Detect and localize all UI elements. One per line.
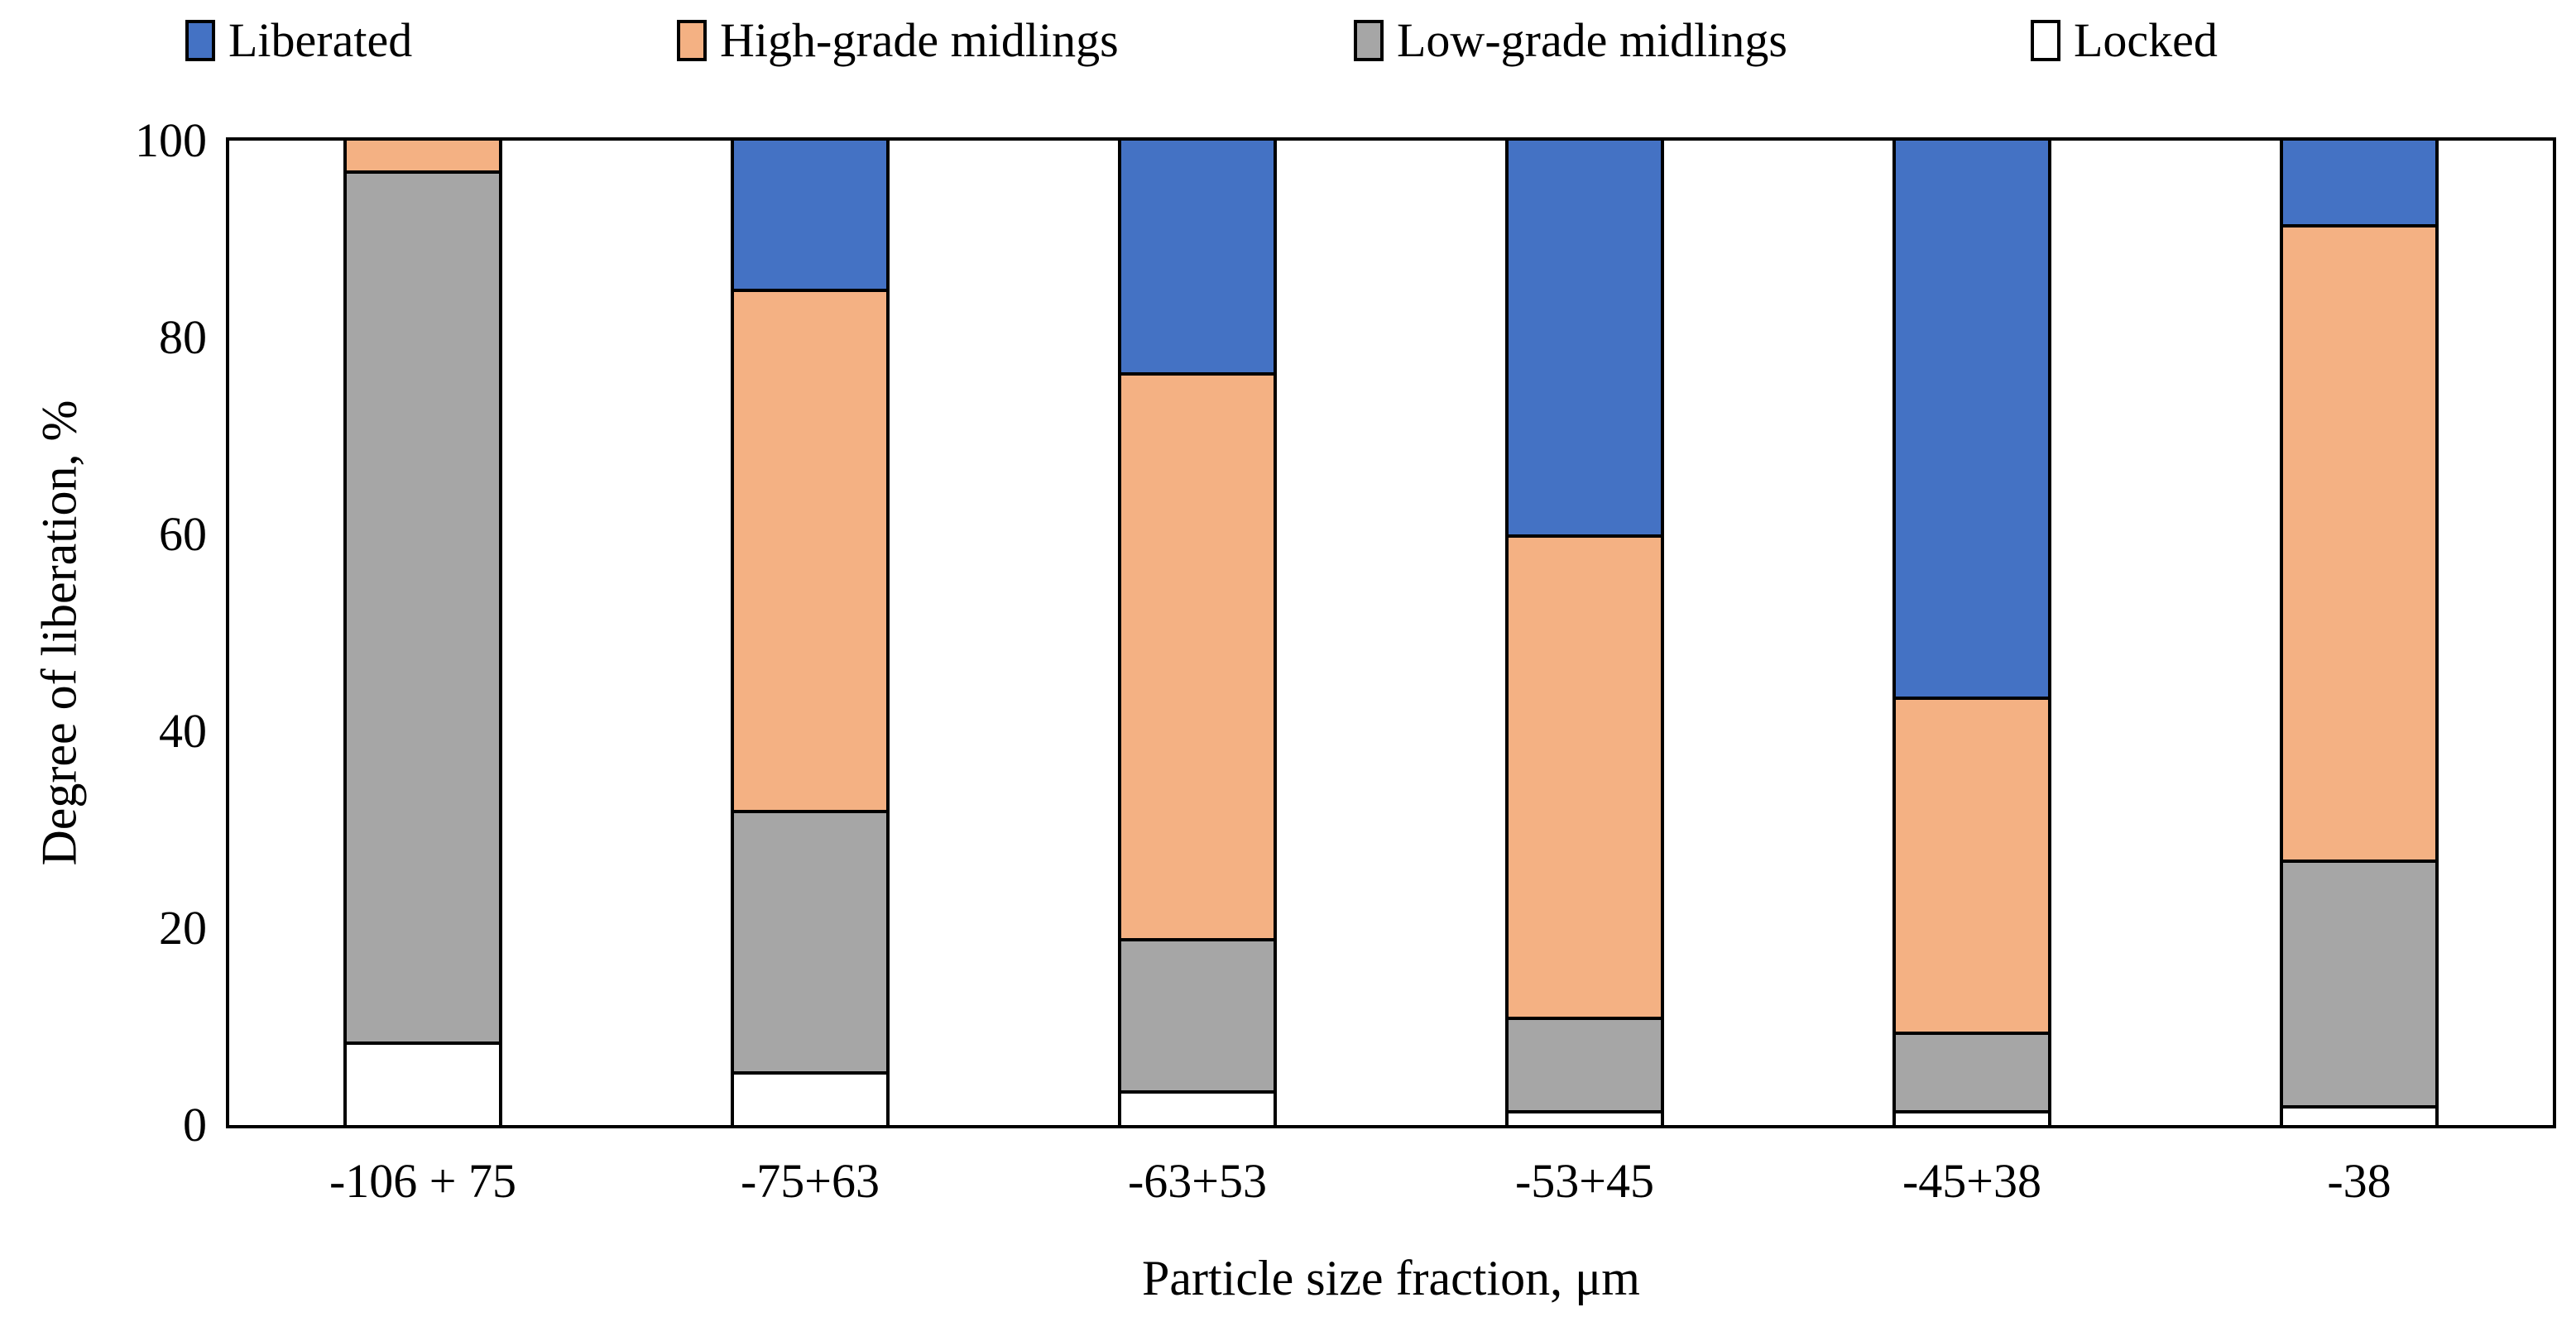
- x-tick-label: -45+38: [1902, 1154, 2042, 1208]
- bar-75-63: [731, 137, 890, 1128]
- bar-segment-low-grade-midlings: [731, 810, 890, 1075]
- y-axis-ticks: 0 20 40 60 80 100: [66, 113, 207, 1152]
- legend-label: Low-grade midlings: [1397, 13, 1787, 67]
- bar-segment-high-grade-midlings: [343, 137, 502, 174]
- bar-segment-locked: [2280, 1105, 2439, 1128]
- x-tick-label: -53+45: [1514, 1154, 1655, 1208]
- bar-segment-locked: [343, 1041, 502, 1128]
- bar-segment-locked: [1118, 1090, 1277, 1128]
- bar-segment-locked: [731, 1070, 890, 1128]
- bar-segment-high-grade-midlings: [1892, 697, 2051, 1035]
- bar-segment-liberated: [731, 137, 890, 292]
- y-tick-label: 20: [159, 901, 207, 955]
- bar-segment-low-grade-midlings: [1892, 1031, 2051, 1114]
- x-axis-labels: -106 + 75 -75+63 -63+53 -53+45 -45+38 -38: [229, 1155, 2553, 1208]
- legend-swatch-high-grade-midlings: [677, 20, 707, 61]
- x-tick-label: -106 + 75: [329, 1154, 517, 1208]
- bar-segment-liberated: [1892, 137, 2051, 701]
- legend-swatch-locked: [2031, 20, 2060, 61]
- bar-segment-high-grade-midlings: [731, 288, 890, 814]
- legend-label: High-grade midlings: [720, 13, 1119, 67]
- legend-swatch-low-grade-midlings: [1354, 20, 1384, 61]
- y-tick-label: 100: [135, 113, 207, 167]
- y-tick-label: 40: [159, 704, 207, 758]
- legend-item-locked: Locked: [2031, 15, 2218, 66]
- plot-area: [226, 137, 2556, 1128]
- bar-38: [2280, 137, 2439, 1128]
- bar-segment-low-grade-midlings: [1118, 937, 1277, 1094]
- bar-53-45: [1505, 137, 1664, 1128]
- y-tick-label: 0: [183, 1098, 207, 1152]
- legend-item-high-grade-midlings: High-grade midlings: [677, 15, 1119, 66]
- x-tick-label: -63+53: [1127, 1154, 1268, 1208]
- bar-segment-liberated: [2280, 137, 2439, 228]
- bar-segment-high-grade-midlings: [1505, 534, 1664, 1021]
- legend-item-liberated: Liberated: [185, 15, 412, 66]
- bar-63-53: [1118, 137, 1277, 1128]
- bar-segment-liberated: [1118, 137, 1277, 376]
- x-axis-title: Particle size fraction, μm: [1142, 1251, 1640, 1305]
- y-tick-label: 60: [159, 507, 207, 561]
- bar-segment-low-grade-midlings: [2280, 859, 2439, 1109]
- legend-swatch-liberated: [185, 20, 215, 61]
- bar-45-38: [1892, 137, 2051, 1128]
- bar-segment-liberated: [1505, 137, 1664, 538]
- bar-segment-high-grade-midlings: [1118, 371, 1277, 941]
- bar-segment-high-grade-midlings: [2280, 224, 2439, 863]
- bar-106-75: [343, 137, 502, 1128]
- x-tick-label: -38: [2327, 1154, 2391, 1208]
- legend-item-low-grade-midlings: Low-grade midlings: [1354, 15, 1787, 66]
- bar-segment-low-grade-midlings: [1505, 1017, 1664, 1114]
- legend-label: Liberated: [228, 13, 413, 67]
- y-tick-label: 80: [159, 310, 207, 364]
- x-tick-label: -75+63: [740, 1154, 880, 1208]
- legend-label: Locked: [2074, 13, 2218, 67]
- bar-segment-low-grade-midlings: [343, 170, 502, 1045]
